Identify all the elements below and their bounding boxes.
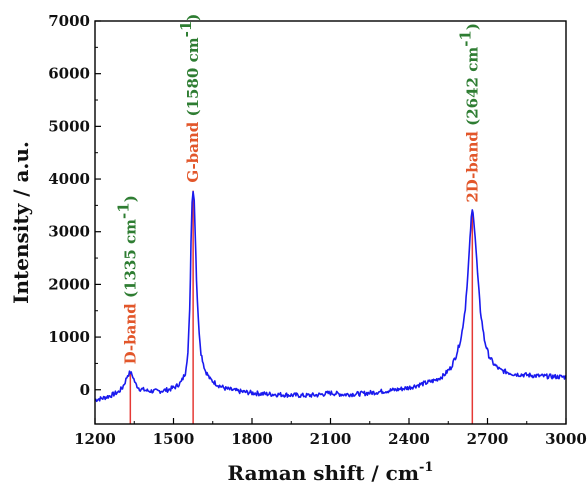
y-axis-title: Intensity / a.u.	[9, 141, 33, 304]
x-tick-label: 1800	[231, 430, 273, 448]
band-label: 2D-band (2642 cm-1)	[456, 23, 481, 203]
x-axis-ticks: 1200 1500 1800 2100 2400 2700 3000	[74, 418, 587, 448]
x-axis-title: Raman shift / cm-1	[228, 460, 434, 485]
y-tick-label: 7000	[48, 12, 90, 30]
x-tick-label: 2100	[310, 430, 352, 448]
x-tick-label: 1500	[153, 430, 195, 448]
spectrum-line	[94, 190, 567, 403]
y-tick-label: 0	[80, 381, 90, 399]
y-tick-label: 1000	[48, 328, 90, 346]
x-tick-label: 1200	[74, 430, 116, 448]
y-tick-label: 6000	[48, 65, 90, 83]
x-tick-label: 3000	[545, 430, 587, 448]
band-annotations: D-band (1335 cm-1) G-band (1580 cm-1) 2D-b…	[114, 14, 481, 365]
band-label: D-band (1335 cm-1)	[114, 195, 139, 364]
x-tick-label: 2400	[388, 430, 430, 448]
band-marker-lines	[129, 190, 474, 424]
y-tick-label: 4000	[48, 170, 90, 188]
x-tick-label: 2700	[467, 430, 509, 448]
y-tick-label: 2000	[48, 275, 90, 293]
y-tick-label: 5000	[48, 117, 90, 135]
band-label: G-band (1580 cm-1)	[177, 14, 202, 183]
y-axis-ticks: 0 1000 2000 3000 4000 5000 6000 7000	[48, 12, 101, 399]
y-tick-label: 3000	[48, 223, 90, 241]
